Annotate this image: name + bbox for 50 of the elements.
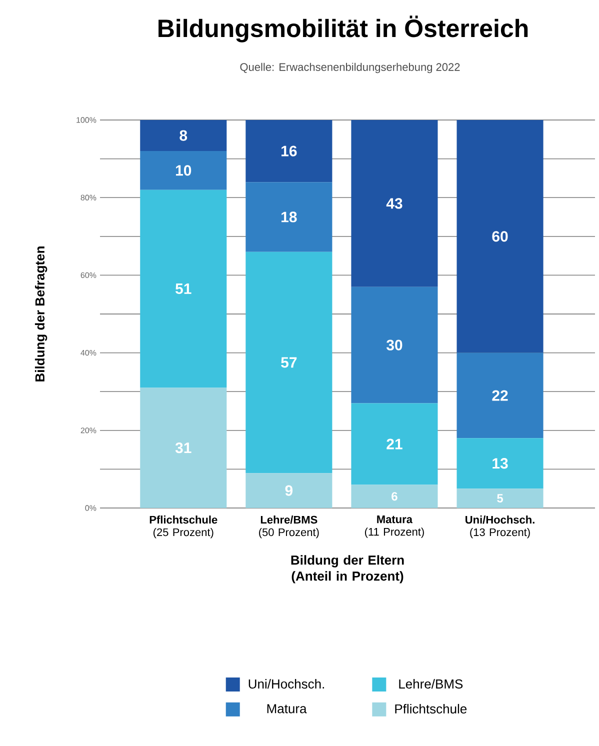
data-label: 5 <box>497 494 504 502</box>
bar <box>140 120 227 152</box>
y-tick-label: 100% <box>76 117 96 123</box>
legend-label: Uni/Hochsch. <box>248 679 324 689</box>
y-tick-label: 40% <box>80 350 96 356</box>
bar <box>140 190 227 388</box>
y-tick-label: 0% <box>85 505 96 511</box>
data-label: 31 <box>175 442 192 454</box>
bar <box>351 484 438 508</box>
data-label: 21 <box>386 438 402 450</box>
data-label: 22 <box>492 390 508 401</box>
bar <box>246 252 332 474</box>
data-label: 43 <box>386 198 402 209</box>
data-label: 57 <box>281 357 297 368</box>
x-tick-label: Pflichtschule (25 Prozent) <box>150 516 218 538</box>
bar <box>246 473 332 508</box>
y-axis-title: Bildung der Befragten <box>34 246 48 382</box>
data-label: 60 <box>492 231 508 242</box>
chart-title: Bildungsmobilität in Österreich <box>158 16 528 42</box>
data-label: 6 <box>392 492 398 501</box>
x-axis-title: Bildung der Eltern (Anteil in Prozent) <box>291 555 404 584</box>
bar <box>351 403 438 485</box>
data-label: 8 <box>180 130 188 141</box>
bar <box>140 388 227 508</box>
data-label: 30 <box>386 340 402 350</box>
data-label: 16 <box>282 146 297 156</box>
y-tick-label: 20% <box>80 428 96 434</box>
y-tick-label: 60% <box>80 272 96 278</box>
bar <box>140 151 227 190</box>
y-tick-label: 80% <box>80 194 96 200</box>
data-label: 10 <box>176 165 192 176</box>
data-label: 13 <box>492 458 508 469</box>
bar <box>246 182 332 252</box>
data-label: 51 <box>175 284 192 294</box>
x-tick-label: Matura (11 Prozent) <box>364 516 424 538</box>
x-tick-label: Uni/Hochsch. (13 Prozent) <box>466 516 534 538</box>
bar <box>351 286 438 404</box>
data-label: 9 <box>285 485 293 496</box>
bar <box>456 438 544 489</box>
legend-label: Matura <box>267 704 307 714</box>
legend-label: Pflichtschule <box>395 704 467 714</box>
legend-label: Lehre/BMS <box>399 679 463 689</box>
bar <box>456 488 544 508</box>
bar <box>351 120 438 287</box>
data-label: 18 <box>282 212 297 222</box>
chart-subtitle: Quelle: Erwachsenenbildungserhebung 2022 <box>240 62 460 74</box>
bar <box>246 120 332 182</box>
x-tick-label: Lehre/BMS (50 Prozent) <box>259 516 319 538</box>
bar <box>456 120 544 353</box>
bar <box>456 352 544 438</box>
